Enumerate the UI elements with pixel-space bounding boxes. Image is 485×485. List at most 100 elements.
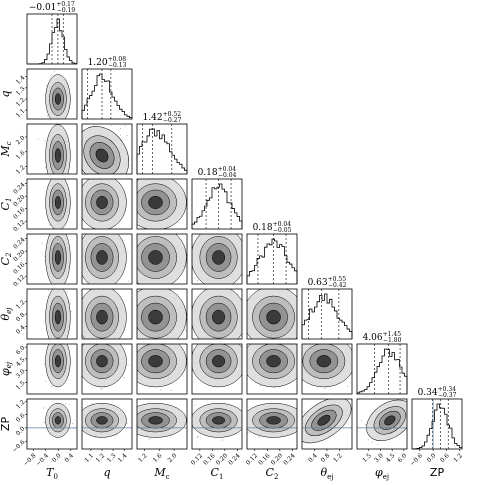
hist-phi_ej	[356, 348, 408, 394]
sample-point	[410, 414, 411, 415]
xtick-label-C1: 0.16	[202, 452, 217, 467]
sample-point	[253, 437, 254, 438]
ytick-label-q: 1.3	[15, 85, 27, 97]
title-T0: −0.01+0.17 −0.19	[29, 1, 76, 14]
sample-point	[133, 242, 134, 243]
panel-frame	[136, 398, 188, 450]
yaxis-label-theta_ej: θej	[0, 307, 13, 321]
panel-frame	[81, 178, 133, 230]
title-C1: 0.18+0.04 −0.04	[198, 166, 237, 179]
contour-level-4	[95, 148, 109, 163]
sample-point	[64, 403, 66, 405]
sample-point	[58, 229, 59, 230]
sample-point	[72, 423, 74, 425]
sample-point	[133, 214, 134, 215]
contour-level-4	[96, 416, 108, 425]
sample-point	[63, 175, 64, 176]
contour-level-4	[266, 416, 281, 425]
sample-point	[198, 285, 199, 286]
hist-C2	[246, 238, 298, 284]
hist-frame-ZP	[411, 398, 463, 450]
sample-point	[78, 203, 79, 204]
ytick-label-Mc: 2.0	[15, 134, 27, 146]
sample-point	[100, 388, 102, 390]
sample-point	[104, 178, 105, 179]
panel-T0-C1	[26, 175, 78, 230]
sample-point	[162, 342, 163, 343]
contour-level-4	[317, 414, 331, 426]
panel-T0-theta_ej	[26, 288, 78, 344]
sample-point	[127, 280, 129, 282]
sample-point	[150, 438, 152, 440]
sample-point	[79, 225, 80, 226]
contour-level-4	[212, 309, 226, 325]
sample-point	[129, 355, 130, 356]
sample-point	[75, 421, 76, 422]
hist-theta_ej	[301, 293, 353, 339]
ytick-label-theta_ej: 1.2	[15, 299, 27, 311]
panel-C1-phi_ej	[190, 343, 243, 395]
sample-point	[190, 363, 191, 364]
hist-C1	[191, 183, 243, 229]
sample-point	[209, 286, 210, 287]
xtick-label-ZP: 0.6	[439, 452, 451, 464]
xtick-label-C2: 0.24	[282, 452, 297, 467]
contour-level-4	[212, 355, 226, 368]
sample-point	[322, 342, 323, 343]
sample-point	[360, 420, 362, 422]
sample-point	[50, 395, 51, 396]
sample-point	[56, 343, 57, 344]
panel-C2-phi_ej	[246, 340, 298, 395]
sample-point	[194, 277, 196, 279]
xtick-label-theta_ej: 0.8	[320, 452, 332, 464]
contour-level-4	[212, 416, 226, 425]
contour-level-4	[54, 250, 61, 265]
xtick-label-q: 1.3	[106, 452, 118, 464]
sample-point	[110, 124, 112, 126]
panel-q-ZP	[75, 398, 133, 450]
sample-point	[298, 425, 299, 426]
xaxis-label-C2: C2	[266, 466, 279, 481]
panel-frame	[136, 233, 188, 285]
sample-point	[258, 436, 260, 438]
sample-point	[64, 342, 65, 343]
sample-point	[50, 74, 52, 76]
panel-T0-C2	[26, 233, 78, 285]
ytick-label-C1: 0.24	[12, 181, 27, 196]
sample-point	[45, 84, 47, 86]
sample-point	[410, 407, 411, 408]
panel-frame	[246, 343, 298, 395]
xtick-label-T0: 0.0	[51, 452, 63, 464]
xtick-label-Mc: 2.0	[167, 452, 179, 464]
xaxis-label-Mc: Mc	[153, 466, 169, 481]
sample-point	[221, 439, 223, 441]
sample-point	[133, 356, 134, 357]
panel-T0-q	[26, 68, 78, 120]
xtick-label-C2: 0.20	[270, 452, 285, 467]
sample-point	[179, 288, 180, 289]
hist-T0	[27, 18, 78, 65]
sample-point	[123, 376, 125, 378]
yaxis-label-C1: C1	[0, 198, 13, 211]
sample-point	[297, 421, 298, 422]
panel-Mc-phi_ej	[129, 342, 188, 395]
panel-C1-C2	[191, 231, 243, 285]
panel-frame	[81, 343, 133, 395]
ytick-label-q: 1.2	[15, 96, 27, 108]
sample-point	[251, 340, 252, 341]
sample-point	[66, 343, 67, 344]
sample-point	[228, 339, 229, 340]
panel-frame	[26, 398, 78, 450]
sample-point	[149, 175, 150, 176]
sample-point	[217, 231, 218, 232]
title-Mc: 1.42+0.52 −0.27	[143, 111, 182, 124]
xtick-label-Mc: 1.2	[137, 452, 149, 464]
yaxis-label-Mc: Mc	[0, 141, 13, 157]
xtick-label-Mc: 1.6	[152, 452, 164, 464]
title-ZP: 0.34+0.34 −0.37	[418, 386, 457, 399]
title-C2: 0.18+0.04 −0.05	[253, 221, 292, 234]
sample-point	[364, 364, 365, 365]
contour-level-4	[54, 93, 61, 105]
hist-Mc	[136, 128, 188, 174]
sample-point	[43, 363, 45, 365]
